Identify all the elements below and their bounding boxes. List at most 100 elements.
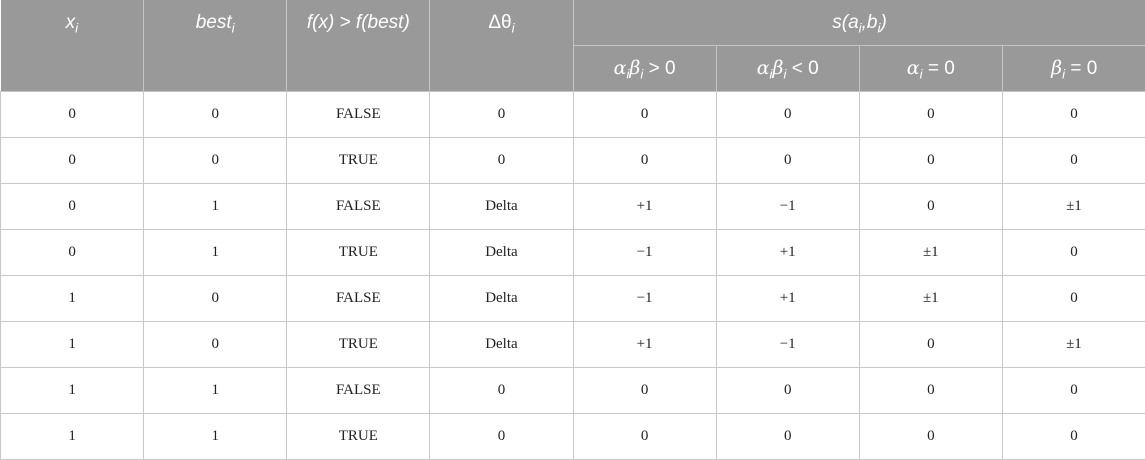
header-s-post: ) [880,12,886,33]
table-cell: 0 [716,91,859,137]
table-cell: 1 [144,367,287,413]
table-cell: 0 [430,137,573,183]
table-cell: 1 [1,275,144,321]
table-cell: 0 [573,367,716,413]
subcol-a: β [1051,57,1062,79]
subcol-relation: < 0 [786,58,818,79]
table-cell: +1 [716,229,859,275]
subcol-b: β [629,57,640,79]
table-cell: 0 [1,91,144,137]
table-cell: 1 [144,183,287,229]
table-cell: 0 [859,413,1002,459]
table-cell: 0 [859,367,1002,413]
header-xi-base: x [66,12,76,33]
subcol-a: α [907,57,920,79]
header-xi: xi [1,0,144,91]
table-cell: 0 [1002,137,1145,183]
table-cell: 1 [144,229,287,275]
header-fitness-compare: f(x) > f(best) [287,0,430,91]
header-delta-theta: Δθi [430,0,573,91]
subcol-relation: = 0 [923,58,955,79]
table-cell: 0 [430,91,573,137]
table-cell: −1 [573,229,716,275]
table-cell: 0 [1002,91,1145,137]
header-s-subcol-2: αi = 0 [859,45,1002,91]
table-cell: FALSE [287,183,430,229]
table-cell: 0 [859,91,1002,137]
header-s-mid: ,b [862,12,878,33]
table-cell: FALSE [287,367,430,413]
header-xi-sub: i [75,21,78,36]
table-cell: TRUE [287,137,430,183]
table-cell: ±1 [1002,183,1145,229]
header-besti-sub: i [232,21,235,36]
table-cell: 0 [144,91,287,137]
table-cell: −1 [716,321,859,367]
table-cell: 1 [1,367,144,413]
table-cell: 0 [1,183,144,229]
table-cell: ±1 [859,275,1002,321]
table-cell: 1 [1,321,144,367]
table-cell: TRUE [287,229,430,275]
table-cell: 0 [430,367,573,413]
table-cell: 0 [573,91,716,137]
table-cell: Delta [430,275,573,321]
header-cmp-text: f(x) > f(best) [307,12,410,33]
table-cell: +1 [573,183,716,229]
table-cell: ±1 [859,229,1002,275]
table-cell: 0 [1002,229,1145,275]
table-cell: 0 [144,137,287,183]
table-cell: −1 [716,183,859,229]
table-cell: 1 [144,413,287,459]
header-s-subcol-3: βi = 0 [1002,45,1145,91]
table-cell: Delta [430,183,573,229]
subcol-relation: = 0 [1065,58,1097,79]
table-cell: +1 [716,275,859,321]
table-cell: TRUE [287,413,430,459]
table-cell: ±1 [1002,321,1145,367]
table-header: xi besti f(x) > f(best) Δθi s(ai,bi) αiβ… [1,0,1145,91]
table-cell: Delta [430,321,573,367]
table-cell: 0 [430,413,573,459]
table-cell: 0 [859,137,1002,183]
table-cell: 0 [716,413,859,459]
table-cell: 0 [1002,367,1145,413]
table-cell: 0 [144,321,287,367]
table-cell: FALSE [287,275,430,321]
subcol-a: α [757,57,770,79]
table-cell: 0 [1,229,144,275]
header-besti-base: best [196,12,232,33]
header-besti: besti [144,0,287,91]
header-s-pre: s(a [832,12,858,33]
table-cell: 0 [1002,413,1145,459]
table-cell: 0 [573,413,716,459]
table-cell: 0 [1,137,144,183]
header-s-subcol-1: αiβi < 0 [716,45,859,91]
subcol-b: β [773,57,784,79]
header-s-group: s(ai,bi) [573,0,1145,45]
subcol-relation: > 0 [643,58,675,79]
table-cell: 0 [859,183,1002,229]
table-cell: −1 [573,275,716,321]
table-cell: 0 [573,137,716,183]
header-s-subcol-0: αiβi > 0 [573,45,716,91]
table-cell: 0 [859,321,1002,367]
table-cell: Delta [430,229,573,275]
header-delta-base: Δθ [488,12,511,33]
subcol-a: α [614,57,627,79]
table-cell: TRUE [287,321,430,367]
table-cell: +1 [573,321,716,367]
table-cell: FALSE [287,91,430,137]
table-cell: 1 [1,413,144,459]
table-cell: 0 [716,367,859,413]
header-delta-sub: i [512,21,515,36]
